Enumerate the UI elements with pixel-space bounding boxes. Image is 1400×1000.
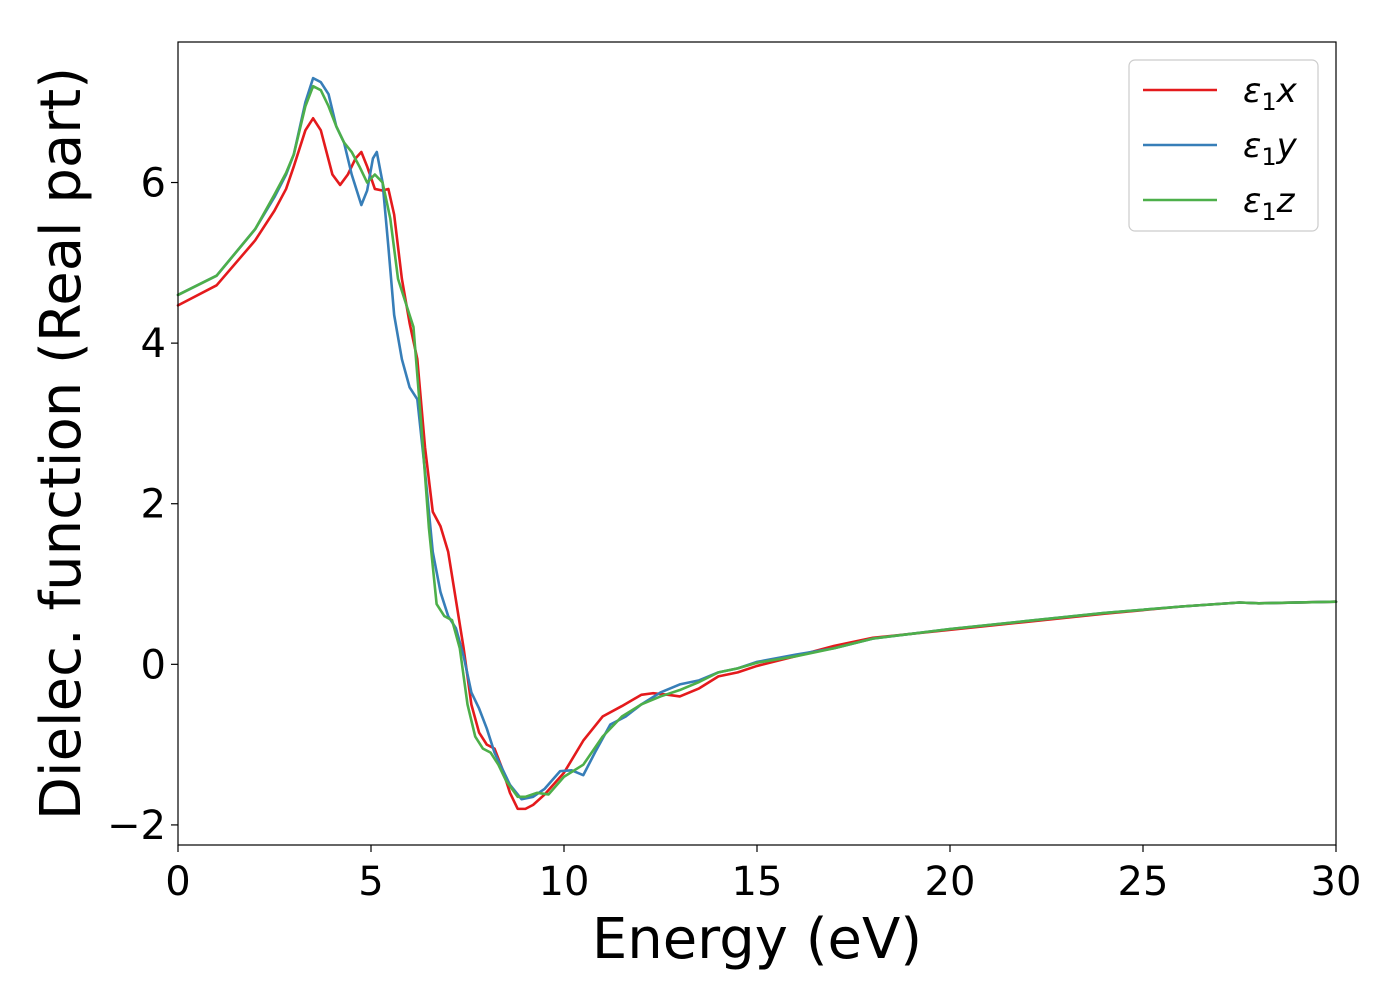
legend-item-x: ε1x <box>1143 71 1298 116</box>
x-tick-label: 25 <box>1118 859 1169 905</box>
x-tick-label: 20 <box>925 859 976 905</box>
x-axis-title: Energy (eV) <box>592 907 922 972</box>
legend-item-y: ε1y <box>1143 126 1298 171</box>
y-tick-label: 0 <box>141 642 166 688</box>
legend: ε1x ε1y ε1z <box>1128 59 1319 232</box>
series-line-z <box>176 84 1338 799</box>
x-tick-label: 0 <box>165 859 190 905</box>
legend-item-z: ε1z <box>1143 181 1296 226</box>
y-tick-label: −2 <box>107 803 166 849</box>
x-tick-label: 30 <box>1311 859 1362 905</box>
y-tick-label: 2 <box>141 482 166 528</box>
x-tick-label: 15 <box>732 859 783 905</box>
legend-label: ε1x <box>1243 71 1298 116</box>
x-axis: 0 5 10 15 20 25 30 <box>165 845 1361 905</box>
legend-box <box>1128 59 1319 232</box>
x-tick-label: 10 <box>539 859 590 905</box>
legend-label: ε1y <box>1243 126 1298 171</box>
series-layer <box>176 76 1338 811</box>
y-axis-title: Dielec. function (Real part) <box>29 67 94 820</box>
legend-label: ε1z <box>1243 181 1296 226</box>
x-tick-label: 5 <box>358 859 383 905</box>
y-tick-label: 4 <box>141 321 166 367</box>
y-tick-label: 6 <box>141 161 166 207</box>
y-axis: −2 0 2 4 6 <box>107 161 178 849</box>
